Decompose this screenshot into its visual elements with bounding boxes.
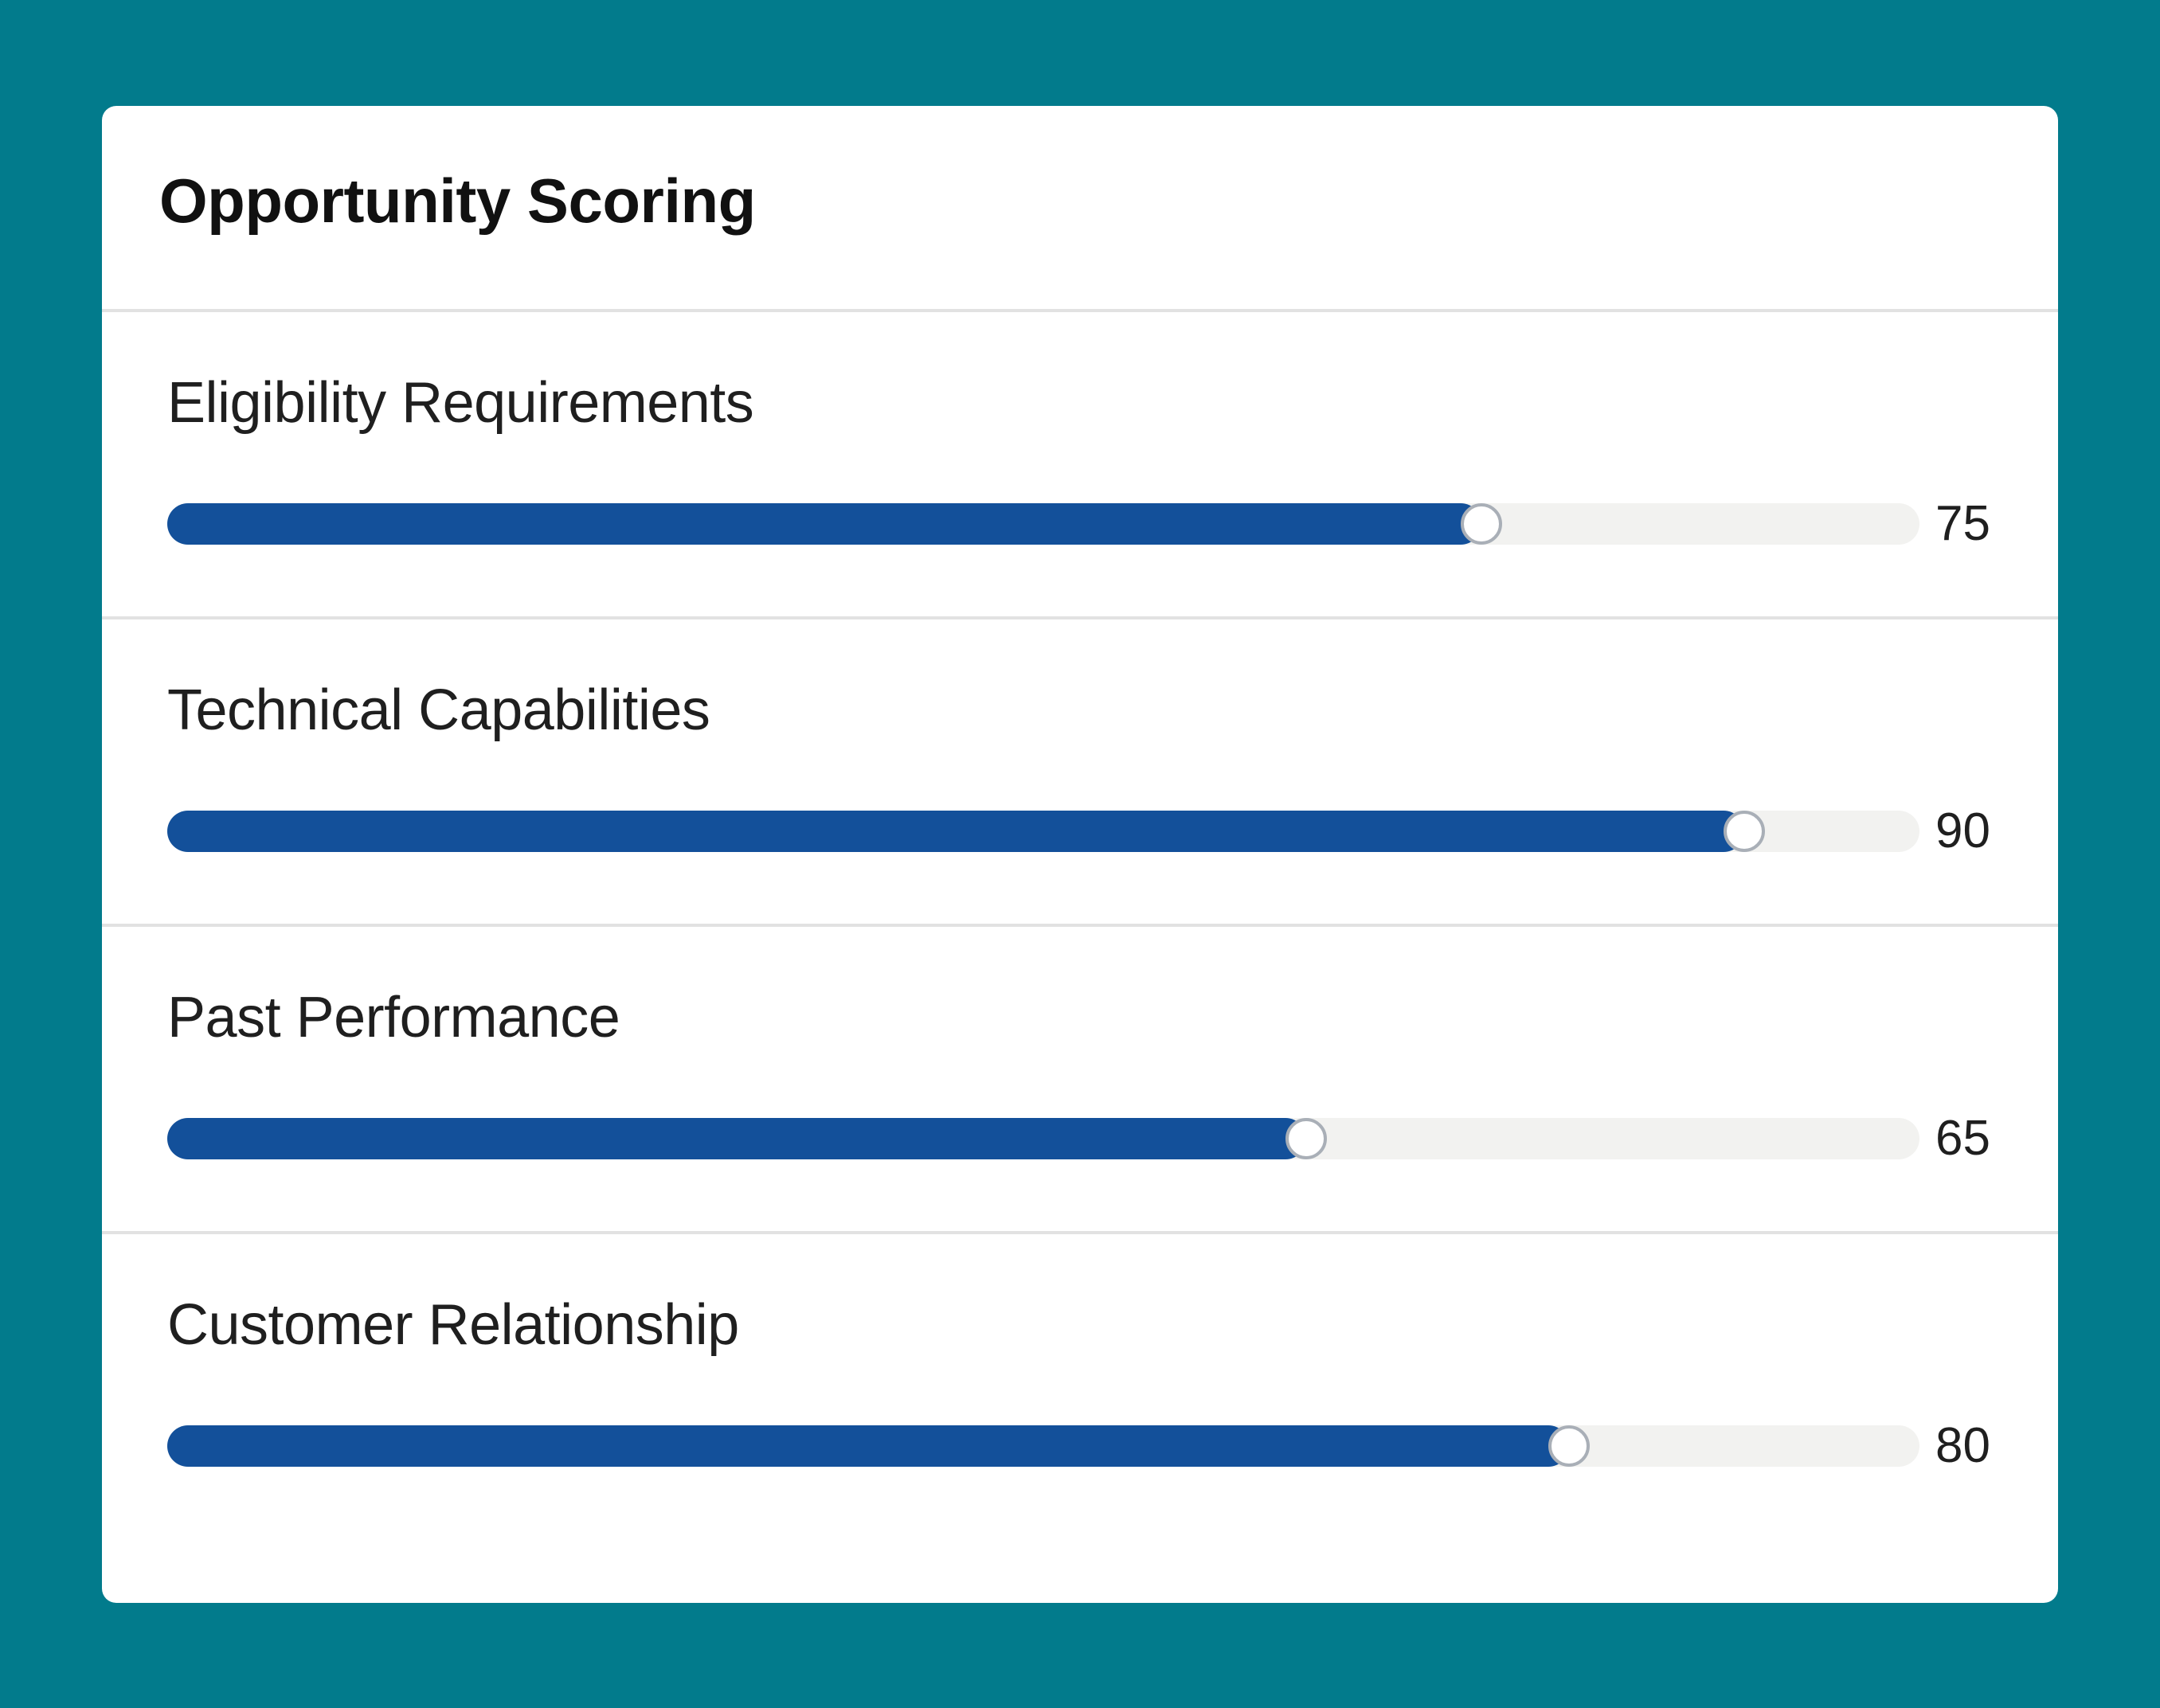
- card-header: Opportunity Scoring: [102, 106, 2058, 312]
- card-title: Opportunity Scoring: [159, 166, 756, 236]
- score-row-eligibility: Eligibility Requirements 75: [102, 312, 2058, 619]
- score-slider-fill: [167, 503, 1481, 545]
- score-row-customer-relationship: Customer Relationship 80: [102, 1234, 2058, 1542]
- score-label: Past Performance: [167, 986, 620, 1049]
- score-slider-track[interactable]: [167, 1425, 1919, 1467]
- score-slider-thumb[interactable]: [1461, 503, 1502, 545]
- score-label: Eligibility Requirements: [167, 371, 754, 435]
- score-value: 75: [1935, 496, 1990, 551]
- score-row-technical: Technical Capabilities 90: [102, 619, 2058, 927]
- score-slider-thumb[interactable]: [1548, 1425, 1590, 1467]
- score-slider-fill: [167, 811, 1744, 852]
- score-value: 80: [1935, 1418, 1990, 1473]
- score-slider-track[interactable]: [167, 503, 1919, 545]
- opportunity-scoring-card: Opportunity Scoring Eligibility Requirem…: [102, 106, 2058, 1603]
- score-label: Customer Relationship: [167, 1293, 739, 1357]
- score-slider-fill: [167, 1118, 1306, 1159]
- score-slider-fill: [167, 1425, 1569, 1467]
- score-slider-thumb[interactable]: [1285, 1118, 1327, 1159]
- score-value: 90: [1935, 803, 1990, 858]
- score-slider-track[interactable]: [167, 1118, 1919, 1159]
- score-slider-track[interactable]: [167, 811, 1919, 852]
- score-value: 65: [1935, 1111, 1990, 1166]
- score-slider-thumb[interactable]: [1724, 811, 1765, 852]
- score-row-past-performance: Past Performance 65: [102, 927, 2058, 1234]
- score-label: Technical Capabilities: [167, 678, 710, 742]
